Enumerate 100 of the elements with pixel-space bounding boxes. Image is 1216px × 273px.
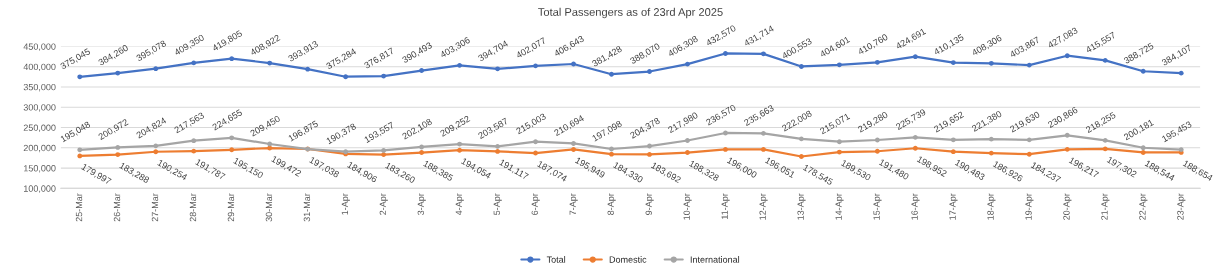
point [153,143,159,149]
x-tick-label: 9-Apr [645,193,654,215]
y-tick-label: 350,000 [23,83,56,92]
point [1026,151,1032,157]
y-tick-label: 250,000 [23,124,56,132]
x-tick-label: 21-Apr [1101,193,1110,220]
point [495,148,500,154]
x-tick-label: 16-Apr [911,193,920,220]
point [836,139,842,145]
point [229,56,235,62]
x-tick-label: 26-Mar [113,193,121,222]
point [912,54,918,60]
x-tick-label: 23-Apr [1177,193,1186,220]
point [1064,132,1070,138]
point [1064,146,1070,152]
x-tick-label: 25-Mar [75,193,83,222]
point [760,130,766,136]
x-tick-label: 28-Mar [189,193,197,222]
point [723,147,728,152]
point [571,147,576,152]
point [950,137,956,143]
point [874,59,880,65]
point [115,152,121,158]
point [760,51,766,57]
point [988,60,994,66]
point [912,145,918,151]
point [153,66,159,72]
point [191,148,197,154]
point [115,144,121,150]
point [343,74,349,80]
point [609,71,614,77]
point [457,62,463,68]
point [760,146,766,152]
x-tick-label: 4-Apr [455,193,464,216]
legend-label: Total [546,256,566,263]
chart-title: Total Passengers as of 23rd Apr 2025 [538,7,723,19]
point [685,150,690,155]
x-tick-label: 12-Apr [759,193,768,220]
point [419,68,425,73]
x-tick-label: 7-Apr [569,193,578,215]
x-tick-label: 15-Apr [873,193,882,220]
point [381,152,387,158]
x-tick-label: 31-Mar [303,193,311,222]
y-tick-label: 400,000 [23,63,56,72]
x-tick-label: 13-Apr [797,193,806,220]
y-tick-label: 300,000 [23,104,56,112]
x-tick-label: 1-Apr [341,193,350,215]
point [685,138,690,143]
x-tick-label: 5-Apr [493,193,502,215]
point [77,153,83,159]
point [229,147,235,153]
point [495,66,500,72]
point [77,74,83,80]
point [1140,150,1146,155]
point [153,149,159,155]
point [571,141,576,146]
x-tick-label: 27-Mar [151,193,159,222]
x-tick-label: 2-Apr [379,193,388,215]
point [723,51,728,56]
point [305,66,311,72]
x-tick-label: 29-Mar [227,193,235,222]
y-tick-label: 200,000 [23,144,56,153]
point [115,70,121,76]
point [533,63,538,69]
point [381,147,387,153]
point [988,136,994,142]
point [419,150,425,155]
point [950,60,956,66]
point [191,60,197,66]
point [1026,137,1032,143]
x-tick-label: 11-Apr [721,193,730,219]
point [1140,68,1146,74]
point [457,147,463,153]
point [647,151,652,157]
point [1026,62,1032,68]
x-tick-label: 20-Apr [1063,193,1072,220]
x-tick-label: 17-Apr [949,193,958,220]
point [1140,145,1146,151]
legend-label: Domestic [609,256,647,263]
point [798,154,804,159]
point [229,135,235,141]
point [77,147,83,153]
point [1102,57,1108,63]
x-tick-label: 6-Apr [531,193,540,215]
point [798,136,804,142]
x-tick-label: 10-Apr [683,193,692,220]
x-tick-label: 19-Apr [1025,193,1034,220]
x-tick-label: 30-Mar [265,193,273,222]
point [950,149,956,155]
x-tick-label: 3-Apr [417,193,426,215]
point [912,134,918,140]
point [267,60,273,66]
point [836,62,842,68]
point [1064,53,1070,59]
legend-label: International [690,256,740,263]
point [267,145,273,151]
point [533,139,538,145]
y-tick-label: 150,000 [24,165,56,173]
point [191,138,197,144]
y-tick-label: 450,000 [23,43,56,51]
